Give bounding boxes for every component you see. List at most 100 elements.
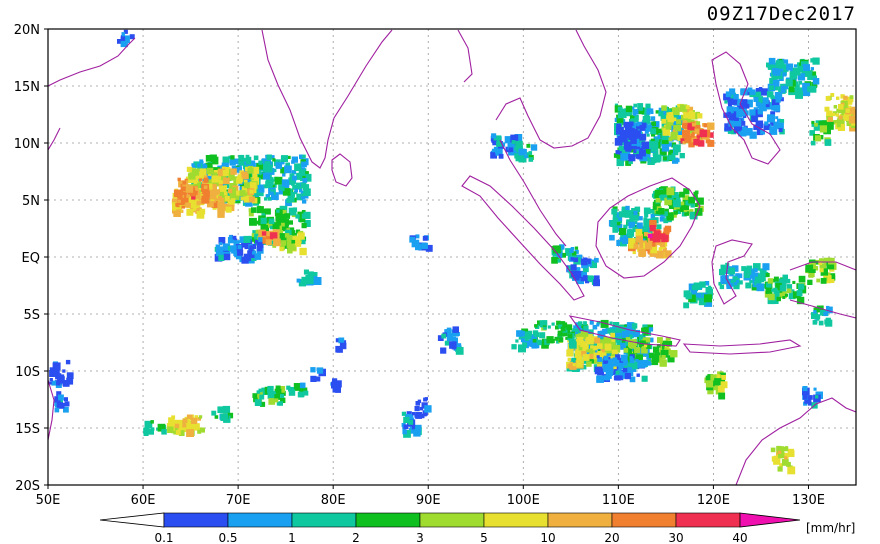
precip-cell — [403, 416, 410, 424]
precip-cell — [748, 100, 753, 105]
precip-cell — [731, 101, 735, 105]
precip-cell — [229, 159, 236, 166]
precip-cell — [781, 459, 789, 466]
precip-cell — [515, 153, 524, 162]
precip-cell — [802, 386, 808, 392]
precip-cell — [602, 360, 610, 368]
precip-cell — [185, 176, 193, 184]
precip-cell — [580, 276, 585, 282]
coast-sumatra — [461, 175, 585, 301]
precip-cell — [520, 338, 525, 343]
precip-cell — [812, 78, 820, 85]
precip-cell — [580, 331, 589, 339]
precip-cell — [792, 280, 796, 284]
precip-cell — [173, 209, 181, 217]
precip-cell — [628, 332, 634, 339]
precip-cell — [255, 239, 259, 244]
precip-cell — [650, 110, 654, 114]
colorbar-label: 0.1 — [154, 531, 173, 544]
precip-cell — [415, 234, 420, 239]
precip-cell — [288, 177, 296, 185]
precip-cell — [623, 348, 629, 353]
precip-cell — [412, 241, 417, 246]
precip-cell — [260, 401, 266, 407]
precip-cell — [203, 175, 208, 180]
precip-cell — [597, 357, 603, 362]
precip-cell — [666, 212, 674, 220]
precip-cell — [662, 247, 667, 252]
precip-cell — [237, 174, 241, 179]
precip-cell — [631, 323, 638, 329]
precip-cell — [773, 121, 780, 128]
colorbar-label: 5 — [480, 531, 488, 544]
precip-cell — [588, 356, 597, 364]
colorbar-segment — [227, 512, 293, 528]
precip-cell — [550, 338, 555, 344]
precip-cell — [205, 162, 213, 170]
precip-cell — [826, 110, 833, 117]
precip-cell — [246, 156, 252, 162]
precip-cell — [238, 159, 245, 166]
precip-cell — [819, 264, 823, 268]
precip-cell — [247, 250, 255, 259]
precip-cell — [227, 237, 235, 244]
precip-cell — [191, 417, 198, 424]
precip-cell — [117, 39, 122, 44]
precip-cell — [196, 180, 201, 185]
precip-cell — [653, 155, 661, 163]
precip-cell — [636, 239, 640, 243]
precip-cell — [256, 390, 261, 394]
precip-cell — [618, 145, 625, 152]
precip-cell — [590, 261, 597, 269]
colorbar-segment — [355, 512, 421, 528]
precip-cell — [191, 195, 196, 200]
precip-cell — [666, 187, 675, 196]
precip-cell — [222, 243, 231, 251]
precip-cell — [663, 211, 668, 216]
precip-cell — [259, 394, 265, 400]
precip-cell — [837, 108, 843, 114]
precip-cell — [271, 185, 275, 189]
precip-cell — [594, 257, 599, 263]
precip-cell — [49, 367, 54, 372]
precip-cell — [727, 98, 735, 105]
precip-cell — [643, 218, 651, 227]
precip-cell — [775, 116, 779, 120]
precip-cell — [589, 348, 596, 354]
precip-cell — [757, 104, 762, 109]
precip-cell — [675, 128, 683, 136]
precip-cell — [782, 274, 788, 281]
precip-cell — [728, 120, 735, 127]
precip-cell — [639, 251, 646, 257]
precipitation-layer — [48, 29, 856, 475]
precip-cell — [775, 124, 779, 129]
precip-cell — [278, 386, 286, 393]
precip-cell — [415, 425, 422, 432]
precip-cell — [198, 200, 203, 205]
precip-cell — [606, 363, 614, 371]
precip-cell — [751, 284, 758, 291]
lon-tick-label: 70E — [226, 493, 251, 508]
precip-cell — [827, 117, 833, 122]
precip-cell — [651, 148, 655, 153]
precip-cell — [569, 362, 577, 370]
precip-cell — [724, 100, 728, 104]
precip-cell — [176, 192, 183, 198]
precip-cell — [810, 263, 816, 270]
precip-cell — [237, 245, 242, 250]
precip-cell — [707, 374, 713, 380]
precip-cell — [611, 208, 618, 215]
precip-cell — [710, 374, 717, 381]
precip-cell — [720, 266, 728, 274]
precip-cell — [813, 310, 817, 314]
precip-cell — [507, 142, 515, 150]
precip-cell — [618, 365, 623, 370]
precip-cell — [785, 79, 793, 87]
precip-cell — [274, 398, 279, 403]
lat-tick-label: 10S — [15, 365, 40, 380]
precip-cell — [767, 63, 775, 70]
precip-cell — [819, 310, 826, 316]
precip-cell — [287, 155, 291, 159]
precip-cell — [292, 185, 297, 190]
